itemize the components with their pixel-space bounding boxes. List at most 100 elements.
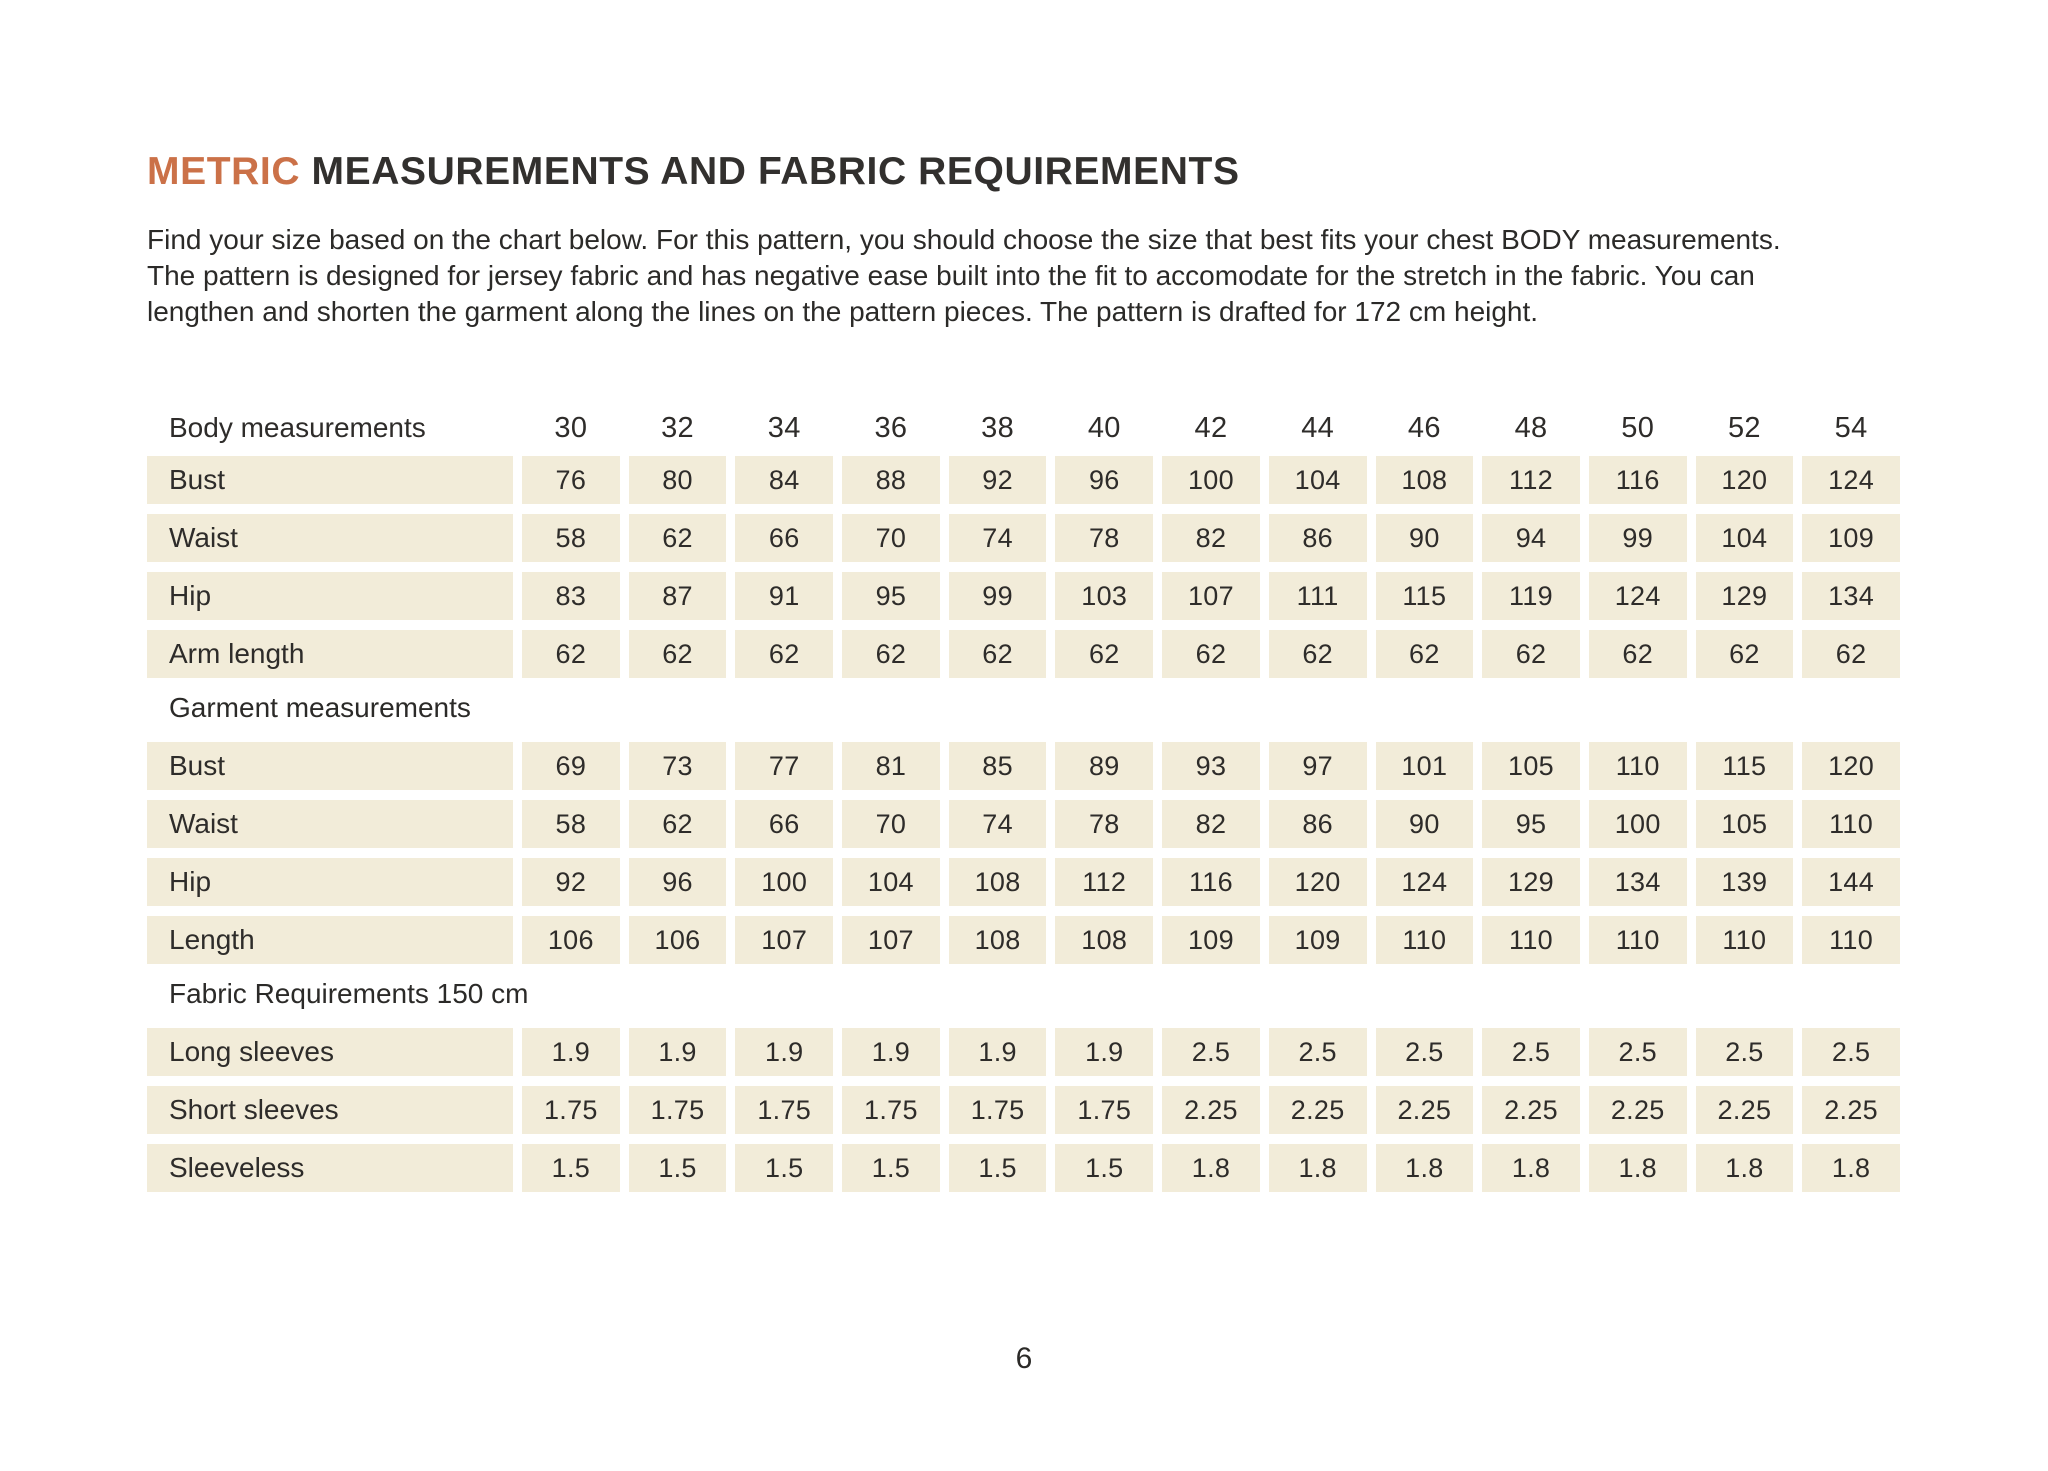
table-row: Arm length 62 62 62 62 62 62 62 62 62 62 62 62 62 [147, 630, 1900, 679]
table-cell: 62 [1162, 630, 1260, 679]
table-cell: 2.25 [1268, 1086, 1367, 1135]
table-cell: 107 [1162, 572, 1260, 621]
table-cell: 2.5 [1375, 1028, 1474, 1077]
table-cell: 62 [1055, 630, 1154, 679]
table-cell: 109 [1802, 514, 1900, 563]
table-cell: 48 [1514, 411, 1548, 444]
table-cell: 110 [1588, 916, 1687, 965]
table-cell: 108 [1375, 456, 1474, 505]
table-cell: 110 [1802, 916, 1900, 965]
table-cell: 84 [735, 456, 834, 505]
table-row: Bust 76 80 84 88 92 96 100 104 108 112 116 120 124 [147, 456, 1900, 505]
table-cell: 93 [1162, 742, 1260, 791]
table-cell: 2.25 [1482, 1086, 1580, 1135]
table-cell: 90 [1375, 514, 1474, 563]
table-cell: 86 [1268, 514, 1367, 563]
table-cell: 87 [628, 572, 727, 621]
table-cell: 105 [1482, 742, 1580, 791]
table-cell: 115 [1375, 572, 1474, 621]
table-cell: 110 [1588, 742, 1687, 791]
table-cell: 82 [1162, 514, 1260, 563]
table-cell: 78 [1055, 514, 1154, 563]
table-cell: 107 [842, 916, 940, 965]
table-cell: 1.9 [1055, 1028, 1154, 1077]
page-content: METRIC MEASUREMENTS AND FABRIC REQUIREME… [147, 122, 1900, 1202]
table-cell: 62 [1802, 630, 1900, 679]
table-cell: 1.8 [1588, 1144, 1687, 1193]
table-row: Sleeveless 1.5 1.5 1.5 1.5 1.5 1.5 1.8 1.8 1.8 1.… [147, 1144, 1900, 1193]
table-cell: 91 [735, 572, 834, 621]
table-row: Waist 58 62 66 70 74 78 82 86 90 94 99 104 109 [147, 514, 1900, 563]
table-cell: 62 [735, 630, 834, 679]
table-cell: 105 [1695, 800, 1794, 849]
table-cell: 1.9 [842, 1028, 940, 1077]
table-cell: 2.25 [1695, 1086, 1794, 1135]
table-cell: 103 [1055, 572, 1154, 621]
table-row: Waist 58 62 66 70 74 78 82 86 90 95 100 105 110 [147, 800, 1900, 849]
row-label: Waist [147, 800, 513, 849]
page-number: 6 [1015, 1342, 1033, 1375]
section-header-garment: Garment measurements [169, 692, 471, 724]
table-cell: 110 [1802, 800, 1900, 849]
table-cell: 58 [522, 800, 620, 849]
table-cell: 106 [628, 916, 727, 965]
table-cell: 92 [522, 858, 620, 907]
table-cell: 46 [1407, 411, 1441, 444]
row-label: Hip [147, 572, 513, 621]
table-cell: 1.9 [735, 1028, 834, 1077]
table-row: Long sleeves 1.9 1.9 1.9 1.9 1.9 1.9 2.5 2.5 2.5… [147, 1028, 1900, 1077]
table-cell: 95 [842, 572, 940, 621]
table-cell: 110 [1695, 916, 1794, 965]
table-cell: 97 [1268, 742, 1367, 791]
table-cell: 62 [1268, 630, 1367, 679]
table-cell: 83 [522, 572, 620, 621]
table-cell: 120 [1695, 456, 1794, 505]
table-cell: 1.5 [948, 1144, 1047, 1193]
table-cell: 73 [628, 742, 727, 791]
table-cell: 96 [628, 858, 727, 907]
size-table: Body measurements 30 32 34 36 38 40 42 44 46 48 50… [147, 408, 1900, 1193]
row-label: Long sleeves [147, 1028, 513, 1077]
table-cell: 1.9 [948, 1028, 1047, 1077]
table-cell: 106 [522, 916, 620, 965]
table-cell: 85 [948, 742, 1047, 791]
page-title: METRIC MEASUREMENTS AND FABRIC REQUIREME… [147, 148, 1900, 196]
table-cell: 112 [1482, 456, 1580, 505]
table-cell: 2.5 [1802, 1028, 1900, 1077]
table-cell: 66 [735, 514, 834, 563]
table-cell: 30 [554, 411, 588, 444]
table-cell: 100 [735, 858, 834, 907]
intro-paragraph: Find your size based on the chart below.… [147, 222, 1900, 330]
table-cell: 95 [1482, 800, 1580, 849]
row-label: Arm length [147, 630, 513, 679]
table-cell: 62 [1588, 630, 1687, 679]
table-cell: 124 [1588, 572, 1687, 621]
table-cell: 107 [735, 916, 834, 965]
table-cell: 62 [522, 630, 620, 679]
table-cell: 144 [1802, 858, 1900, 907]
table-cell: 92 [948, 456, 1047, 505]
table-cell: 115 [1695, 742, 1794, 791]
table-cell: 62 [628, 514, 727, 563]
table-cell: 38 [981, 411, 1015, 444]
intro-line: Find your size based on the chart below.… [147, 224, 1781, 256]
table-cell: 1.5 [628, 1144, 727, 1193]
row-label: Hip [147, 858, 513, 907]
table-cell: 108 [948, 916, 1047, 965]
table-cell: 108 [1055, 916, 1154, 965]
table-cell: 62 [1375, 630, 1474, 679]
table-cell: 139 [1695, 858, 1794, 907]
table-cell: 129 [1695, 572, 1794, 621]
table-cell: 1.8 [1162, 1144, 1260, 1193]
table-cell: 52 [1727, 411, 1761, 444]
table-cell: 1.75 [522, 1086, 620, 1135]
table-cell: 1.5 [842, 1144, 940, 1193]
table-cell: 120 [1268, 858, 1367, 907]
table-cell: 36 [874, 411, 908, 444]
table-cell: 2.5 [1588, 1028, 1687, 1077]
table-cell: 70 [842, 800, 940, 849]
table-row: Short sleeves 1.75 1.75 1.75 1.75 1.75 1.75 2.… [147, 1086, 1900, 1135]
table-cell: 108 [948, 858, 1047, 907]
table-cell: 100 [1588, 800, 1687, 849]
table-row: Hip 92 96 100 104 108 112 116 120 124 129 134 139 14… [147, 858, 1900, 907]
